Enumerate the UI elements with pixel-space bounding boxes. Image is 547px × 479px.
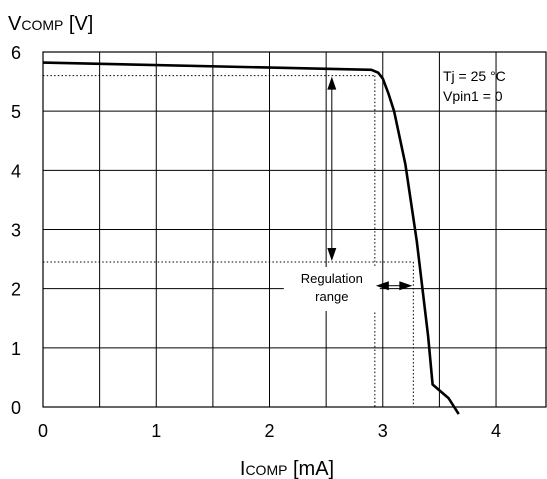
y-axis-label-unit: [V] xyxy=(63,13,93,35)
arrowhead-left xyxy=(375,281,389,291)
grid-lines xyxy=(43,52,547,407)
y-tick-label: 2 xyxy=(11,280,21,300)
y-axis-label: VCOMP [V] xyxy=(8,13,93,35)
regulation-label-line2: range xyxy=(315,289,348,304)
y-tick-label: 0 xyxy=(11,398,21,418)
arrowhead-up xyxy=(327,76,337,90)
series-layer xyxy=(42,61,460,415)
arrowhead-down xyxy=(327,248,337,262)
y-tick-label: 1 xyxy=(11,339,21,359)
guide-lines xyxy=(43,75,414,407)
x-tick-label: 0 xyxy=(38,421,48,441)
x-axis-label: ICOMP [mA] xyxy=(240,458,334,479)
y-tick-label: 6 xyxy=(11,43,21,63)
annotation-layer: Regulation range xyxy=(283,76,413,311)
x-axis-label-main: I xyxy=(240,458,246,479)
regulation-label-line1: Regulation xyxy=(301,271,363,286)
x-axis-label-sub: COMP xyxy=(245,462,287,478)
x-axis-label-unit: [mA] xyxy=(287,458,334,479)
y-axis-label-main: V xyxy=(8,13,22,35)
x-tick-label: 1 xyxy=(151,421,161,441)
condition-text-temperature: Tj = 25 °C xyxy=(443,68,506,84)
x-tick-label: 2 xyxy=(265,421,275,441)
series-line xyxy=(42,61,460,415)
y-axis-label-sub: COMP xyxy=(21,17,63,33)
y-tick-label: 3 xyxy=(11,221,21,241)
y-tick-label: 5 xyxy=(11,102,21,122)
tick-labels: 0 1 2 3 4 0 1 2 3 4 5 6 xyxy=(11,43,501,441)
x-tick-label: 3 xyxy=(378,421,388,441)
plot-frame xyxy=(42,51,547,408)
arrowhead-right xyxy=(399,281,413,291)
regulation-label-background xyxy=(283,267,380,311)
y-tick-label: 4 xyxy=(11,161,21,181)
x-tick-label: 4 xyxy=(491,421,501,441)
condition-text-vpin: Vpin1 = 0 xyxy=(443,88,503,104)
